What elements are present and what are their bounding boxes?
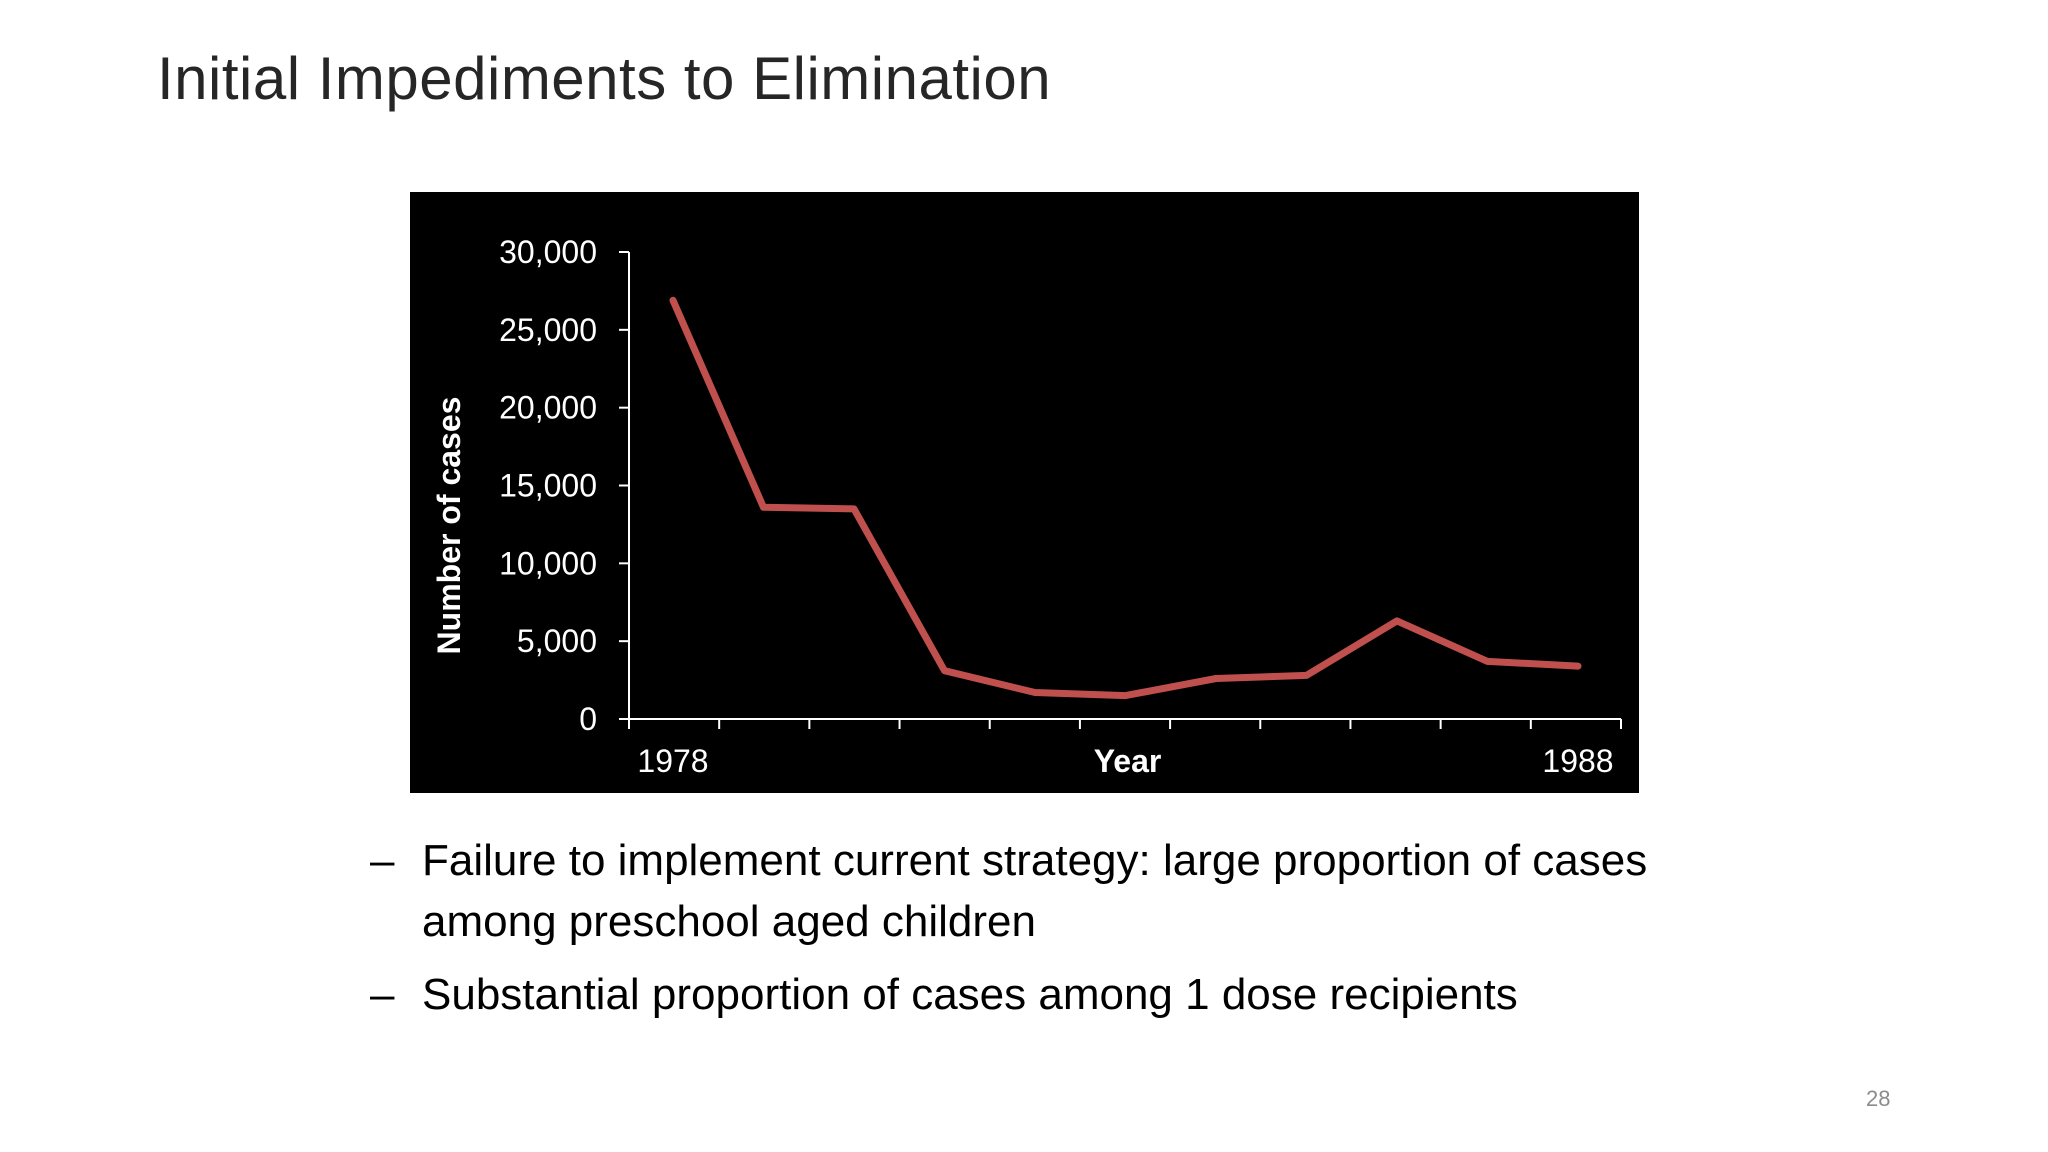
bullet-item: – Substantial proportion of cases among …	[370, 964, 1670, 1025]
bullet-list: – Failure to implement current strategy:…	[370, 830, 1670, 1037]
x-axis-title: Year	[1094, 743, 1162, 779]
y-tick-label: 5,000	[517, 623, 597, 659]
slide-title: Initial Impediments to Elimination	[157, 45, 1052, 112]
bullet-text: Substantial proportion of cases among 1 …	[422, 970, 1518, 1019]
line-chart: 0 5,000 10,000 15,000 20,000 25,000 30,000 1978…	[431, 234, 1622, 779]
y-tick-label: 0	[579, 701, 597, 737]
y-tick-label: 10,000	[499, 545, 597, 581]
bullet-item: – Failure to implement current strategy:…	[370, 830, 1670, 952]
y-tick-label: 15,000	[499, 468, 597, 504]
y-axis-title: Number of cases	[431, 397, 467, 655]
x-tick-label: 1978	[637, 743, 708, 779]
chart-panel: 0 5,000 10,000 15,000 20,000 25,000 30,000 1978…	[410, 192, 1639, 793]
bullet-text: Failure to implement current strategy: l…	[422, 836, 1648, 946]
y-tick-label: 20,000	[499, 390, 597, 426]
y-tick-label: 30,000	[499, 234, 597, 270]
bullet-marker: –	[370, 836, 395, 885]
y-tick-label: 25,000	[499, 312, 597, 348]
slide-number: 28	[1866, 1086, 1891, 1111]
bullet-marker: –	[370, 970, 395, 1019]
x-tick-label: 1988	[1542, 743, 1613, 779]
series-line	[669, 296, 1582, 700]
